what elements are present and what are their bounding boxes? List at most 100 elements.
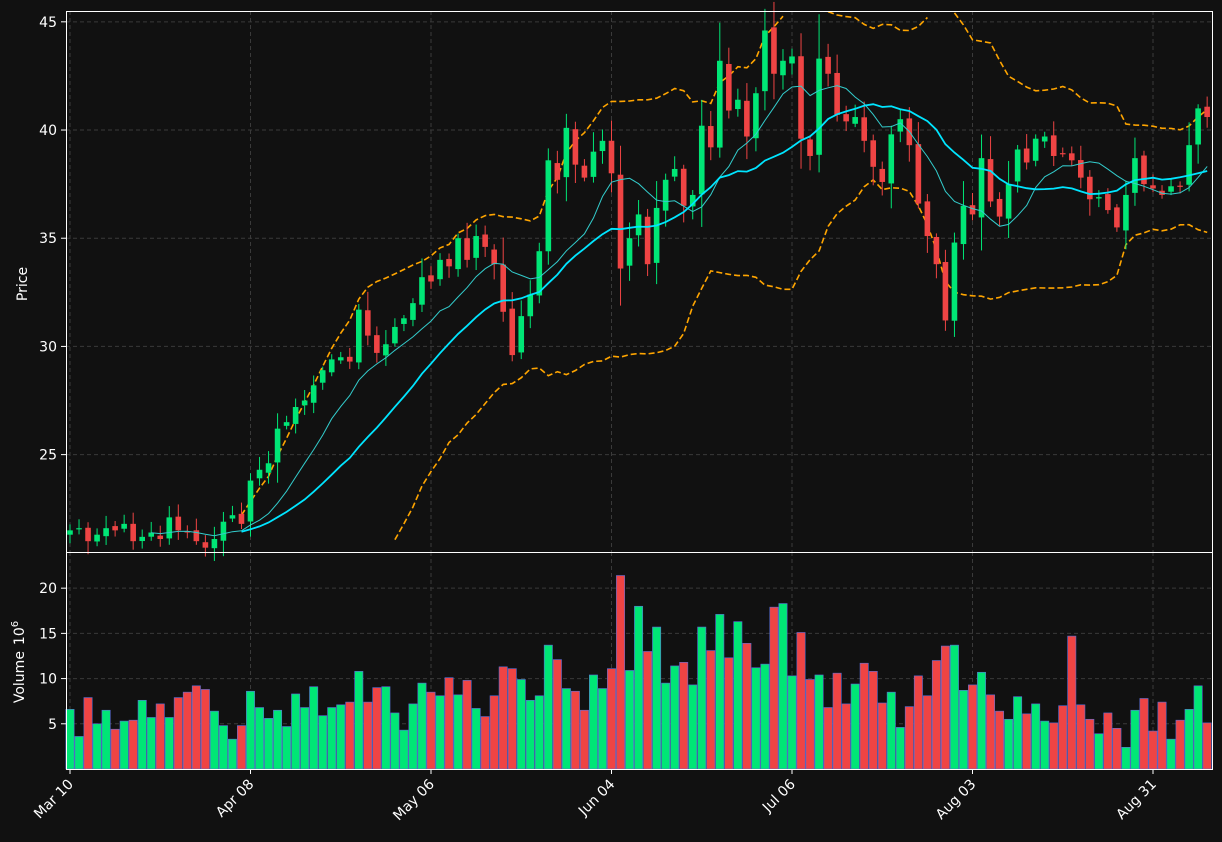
candle-body xyxy=(392,326,398,344)
volume-bar xyxy=(742,643,752,770)
volume-bar xyxy=(959,690,968,770)
volume-exponent-base: 10 xyxy=(12,627,28,645)
volume-bar xyxy=(471,708,481,770)
volume-bar xyxy=(264,718,274,770)
candle-body xyxy=(698,125,705,195)
volume-bar xyxy=(218,725,228,770)
volume-bar xyxy=(1139,698,1149,770)
candle-body xyxy=(491,249,497,265)
candle-body xyxy=(455,238,461,270)
candle-body xyxy=(662,179,669,211)
candle-body xyxy=(744,100,750,137)
candle-body xyxy=(617,174,624,269)
candle-body xyxy=(410,303,416,320)
volume-bar xyxy=(616,575,625,770)
candle-body xyxy=(94,534,100,542)
volume-bar xyxy=(354,671,364,770)
volume-bar xyxy=(787,675,797,770)
candle-body xyxy=(509,308,516,356)
upper-band-line xyxy=(240,10,1208,516)
volume-bar xyxy=(146,717,156,770)
candle-body xyxy=(383,344,389,356)
volume-bar xyxy=(922,695,932,770)
candle-body xyxy=(274,428,281,463)
x-tick-label: Aug 03 xyxy=(933,777,979,823)
volume-bar xyxy=(706,650,716,770)
volume-bar xyxy=(363,701,373,770)
volume-bar xyxy=(724,657,734,770)
candle-body xyxy=(157,535,164,540)
volume-bar xyxy=(1085,718,1095,770)
candle-body xyxy=(825,56,831,74)
candle-body xyxy=(292,407,299,424)
volume-bar xyxy=(1130,709,1140,770)
candle-body xyxy=(121,523,127,529)
candle-body xyxy=(365,310,371,336)
volume-bar xyxy=(607,668,616,770)
candle-body xyxy=(1078,160,1084,178)
candle-body xyxy=(1168,186,1174,192)
volume-axis-label-text: Volume xyxy=(12,651,28,703)
volume-bar xyxy=(137,699,147,770)
candle-body xyxy=(969,205,976,215)
candle-body xyxy=(680,168,687,206)
volume-bar xyxy=(1022,713,1032,770)
volume-bar xyxy=(1184,709,1194,770)
volume-bar xyxy=(913,675,923,770)
volume-bar xyxy=(1004,718,1014,770)
candle-body xyxy=(1032,138,1039,161)
volume-bar xyxy=(841,703,851,770)
candle-body xyxy=(644,216,651,265)
candle-body xyxy=(437,259,443,280)
volume-bar xyxy=(101,709,111,770)
moving-average-fast-line xyxy=(151,85,1208,537)
candle-body xyxy=(834,72,840,115)
volume-bar xyxy=(182,691,192,770)
volume-bar xyxy=(760,663,770,770)
volume-bar xyxy=(949,644,959,770)
candle-body xyxy=(807,139,813,156)
candle-body xyxy=(987,159,994,202)
volume-tick-label: 5 xyxy=(48,717,57,733)
volume-bar xyxy=(832,672,842,770)
candle-body xyxy=(1068,153,1075,161)
volume-bar xyxy=(886,691,896,770)
volume-bar xyxy=(345,701,355,770)
candle-body xyxy=(193,530,200,542)
volume-bar xyxy=(65,709,75,770)
volume-tick-label: 15 xyxy=(39,626,57,642)
volume-bar xyxy=(1157,701,1167,770)
candle-body xyxy=(960,205,967,245)
volume-bar xyxy=(823,707,833,770)
candle-body xyxy=(707,126,714,148)
candle-body xyxy=(1059,153,1066,155)
candle-body xyxy=(139,536,145,542)
candle-body xyxy=(319,370,326,383)
candle-body xyxy=(148,532,155,537)
candle-body xyxy=(356,309,362,363)
candle-body xyxy=(545,160,552,252)
grid-lines xyxy=(66,11,1212,769)
volume-bar xyxy=(670,665,680,770)
volume-bar xyxy=(300,707,310,770)
candle-body xyxy=(247,480,254,522)
volume-bar xyxy=(435,695,445,770)
volume-bar xyxy=(246,690,255,770)
candle-body xyxy=(130,523,136,542)
candle-body xyxy=(283,422,290,426)
candlesticks xyxy=(67,1,1210,561)
candle-body xyxy=(780,60,786,76)
volume-bar xyxy=(200,689,210,770)
volume-bar xyxy=(381,686,391,770)
volume-bar xyxy=(1067,635,1077,770)
volume-bar xyxy=(1112,728,1122,770)
candle-body xyxy=(1141,155,1147,185)
candle-body xyxy=(518,316,525,353)
volume-bar xyxy=(570,690,580,770)
volume-bar xyxy=(1175,719,1185,770)
candle-body xyxy=(1132,158,1138,193)
candle-body xyxy=(202,542,209,548)
volume-tick-label: 20 xyxy=(39,581,57,597)
volume-exponent-power: 6 xyxy=(10,621,21,627)
volume-axis-label: Volume 106 xyxy=(10,621,28,703)
